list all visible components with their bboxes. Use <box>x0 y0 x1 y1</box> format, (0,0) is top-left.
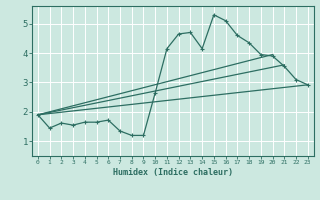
X-axis label: Humidex (Indice chaleur): Humidex (Indice chaleur) <box>113 168 233 177</box>
